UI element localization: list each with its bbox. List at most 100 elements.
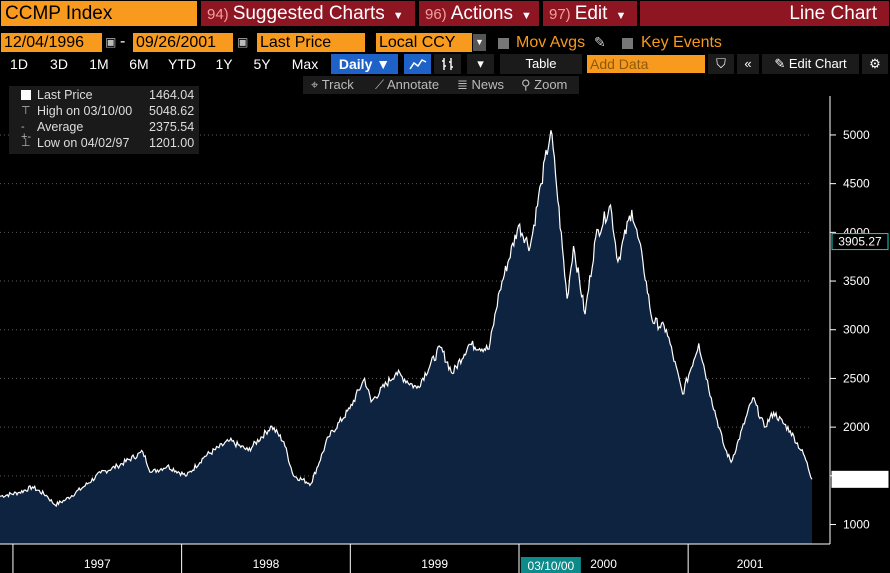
pencil-icon[interactable]: ✎ — [594, 34, 606, 50]
price-tag-box — [831, 233, 889, 251]
chart-kind-label: Line Chart — [640, 1, 889, 26]
chart-legend: Last Price 1464.04 ⊤ High on 03/10/00 50… — [9, 86, 199, 154]
legend-row-last-price: Last Price 1464.04 — [9, 87, 199, 103]
average-marker-icon: -+- — [21, 121, 32, 143]
crosshair-icon: ⌖ — [311, 77, 319, 92]
legend-label: Last Price — [37, 88, 93, 102]
pencil-icon: ✎ — [774, 56, 786, 71]
legend-value: 5048.62 — [149, 104, 195, 118]
y-tick-label: 1000 — [843, 518, 870, 532]
annotate-icon: ⟋ — [375, 77, 385, 92]
y-tick-label: 3500 — [843, 274, 870, 288]
mov-avgs-checkbox[interactable] — [498, 38, 509, 49]
high-marker-icon: ⊤ — [21, 105, 31, 117]
mov-avgs-label: Mov Avgs — [516, 34, 586, 51]
controls-bar: 12/04/1996 ▣ - 09/26/2001 ▣ Last Price L… — [0, 31, 890, 53]
chevron-down-icon: ▼ — [392, 10, 404, 22]
y-tick-label: 5000 — [843, 128, 870, 142]
y-tick-label: 2500 — [843, 371, 870, 385]
range-max-button[interactable]: Max — [291, 56, 319, 72]
suggested-charts-menu[interactable]: 94) Suggested Charts ▼ — [201, 1, 415, 26]
legend-value: 1464.04 — [149, 88, 195, 102]
table-button[interactable]: Table — [500, 54, 582, 74]
chart-tools-bar: ⌖ Track ⟋ Annotate ≣ News ⚲ Zoom — [303, 76, 579, 94]
range-1m-button[interactable]: 1M — [89, 56, 109, 72]
magnifier-icon: ⚲ — [521, 77, 531, 92]
end-date-field[interactable]: 09/26/2001 — [133, 33, 233, 52]
range-1d-button[interactable]: 1D — [10, 56, 28, 72]
x-axis: 1997 1998 1999 2000 2001 03/10/00 — [0, 543, 830, 573]
menu-label: Edit — [574, 3, 608, 24]
legend-row-low: ⊥ Low on 04/02/97 1201.00 — [9, 135, 199, 151]
toolbar: 1D 3D 1M 6M YTD 1Y 5Y Max Daily ▼ ▾ Tabl… — [0, 54, 890, 74]
legend-label: Average — [37, 120, 84, 134]
range-3d-button[interactable]: 3D — [50, 56, 68, 72]
key-events-checkbox[interactable] — [622, 38, 633, 49]
low-marker-icon: ⊥ — [21, 137, 31, 149]
price-tag-label: 1464.04 — [838, 472, 882, 486]
price-tag-box — [831, 470, 889, 488]
menu-label: Actions — [450, 3, 513, 24]
start-date-field[interactable]: 12/04/1996 — [1, 33, 102, 52]
x-tick-label: 1998 — [253, 557, 280, 571]
zoom-tool[interactable]: ⚲ Zoom — [521, 76, 567, 94]
x-tick-label: 2000 — [590, 557, 617, 571]
price-line — [0, 130, 813, 508]
edit-chart-label: Edit Chart — [788, 56, 847, 71]
edit-menu[interactable]: 97) Edit ▼ — [543, 1, 637, 26]
legend-value: 1201.00 — [149, 136, 195, 150]
menu-number: 96) — [425, 6, 447, 23]
range-ytd-button[interactable]: YTD — [168, 56, 196, 72]
bar-chart-type-icon[interactable] — [434, 54, 461, 74]
range-1y-button[interactable]: 1Y — [215, 56, 233, 72]
frequency-label: Daily — [338, 56, 373, 72]
price-area — [0, 130, 812, 545]
line-chart-icon[interactable] — [404, 54, 431, 74]
news-icon: ≣ — [457, 77, 468, 92]
square-icon — [21, 90, 31, 100]
frequency-dropdown[interactable]: Daily ▼ — [331, 54, 398, 74]
menu-label: Suggested Charts — [232, 3, 385, 24]
annotate-tool[interactable]: ⟋ Annotate — [375, 76, 439, 94]
actions-menu[interactable]: 96) Actions ▼ — [419, 1, 539, 26]
calendar-icon[interactable]: ▣ — [105, 35, 117, 49]
currency-selector[interactable]: Local CCY — [376, 33, 472, 52]
menu-number: 94) — [207, 6, 229, 23]
gear-icon[interactable]: ⚙ — [862, 54, 888, 74]
ticker-field[interactable]: CCMP Index — [1, 1, 197, 26]
legend-label: High on 03/10/00 — [37, 104, 133, 118]
chevron-down-icon: ▼ — [615, 10, 627, 22]
x-tick-label: 1999 — [421, 557, 448, 571]
news-label: News — [471, 77, 505, 92]
zoom-label: Zoom — [534, 77, 568, 92]
highlight-date-label: 03/10/00 — [528, 559, 575, 573]
annotate-label: Annotate — [387, 77, 440, 92]
range-6m-button[interactable]: 6M — [129, 56, 149, 72]
legend-label: Low on 04/02/97 — [37, 136, 130, 150]
price-tag-label: 3905.27 — [838, 235, 882, 249]
chevron-down-icon[interactable]: ▾ — [467, 54, 494, 74]
y-tick-label: 4500 — [843, 177, 870, 191]
range-5y-button[interactable]: 5Y — [253, 56, 271, 72]
menu-number: 97) — [549, 6, 571, 23]
track-tool[interactable]: ⌖ Track — [311, 76, 354, 94]
edit-chart-button[interactable]: ✎ Edit Chart — [762, 54, 859, 74]
add-data-input[interactable] — [587, 55, 705, 73]
chevron-down-icon: ▼ — [376, 56, 391, 72]
legend-row-high: ⊤ High on 03/10/00 5048.62 — [9, 103, 199, 119]
calendar-icon[interactable]: ▣ — [237, 35, 249, 49]
highlight-date-box — [520, 557, 581, 573]
top-bar: CCMP Index 94) Suggested Charts ▼ 96) Actio… — [0, 0, 890, 29]
price-tags: 3905.27 1464.04 — [831, 233, 889, 488]
chevron-down-icon: ▼ — [521, 10, 532, 22]
x-tick-label: 1997 — [84, 557, 111, 571]
legend-row-average: -+- Average 2375.54 — [9, 119, 199, 143]
field-selector[interactable]: Last Price — [257, 33, 365, 52]
x-tick-label: 2001 — [737, 557, 764, 571]
key-events-label: Key Events — [641, 34, 722, 51]
price-chart[interactable]: 100015002000250030003500400045005000 199… — [0, 96, 890, 573]
news-tool[interactable]: ≣ News — [457, 76, 504, 94]
collapse-icon[interactable]: « — [737, 54, 759, 74]
chevron-down-icon[interactable]: ▼ — [473, 34, 486, 51]
filter-icon[interactable]: ⛉ — [708, 54, 734, 74]
